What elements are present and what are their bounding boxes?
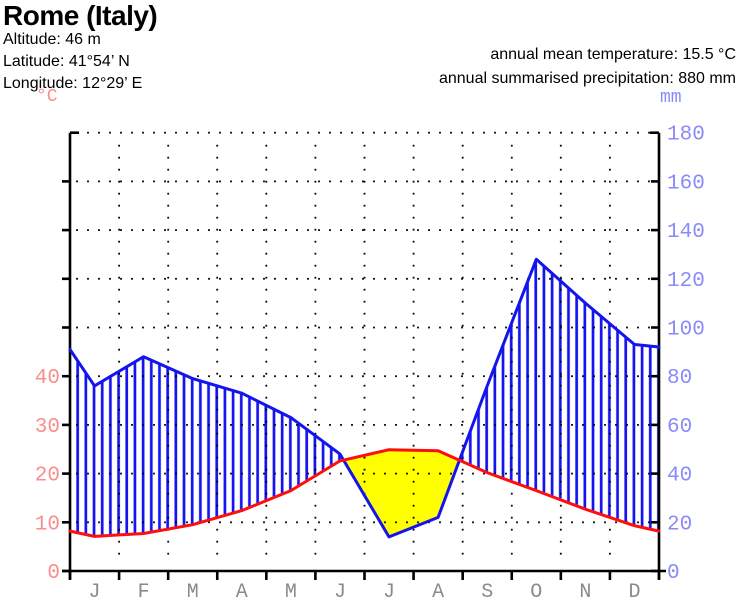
longitude-label: Longitude: 12°29’ E bbox=[3, 75, 143, 92]
right-tick-label: 0 bbox=[667, 562, 680, 585]
month-label: M bbox=[187, 581, 199, 600]
left-tick-label: 40 bbox=[35, 367, 60, 390]
right-tick-label: 180 bbox=[667, 124, 705, 147]
latitude-label: Latitude: 41°54’ N bbox=[3, 53, 130, 70]
grid-dots bbox=[76, 131, 650, 555]
left-tick-label: 10 bbox=[35, 513, 60, 536]
left-tick-label: 30 bbox=[35, 416, 60, 439]
left-tick-label: 0 bbox=[47, 562, 60, 585]
right-axis-tick-labels: 0 20 40 60 80 100 120 140 160 180 bbox=[667, 124, 705, 585]
right-tick-label: 20 bbox=[667, 513, 692, 536]
annual-precipitation-label: annual summarised precipitation: 880 mm bbox=[438, 70, 736, 87]
right-axis-unit-label: mm bbox=[660, 88, 682, 108]
right-tick-label: 160 bbox=[667, 172, 705, 195]
month-label: A bbox=[432, 581, 444, 600]
month-label: J bbox=[383, 581, 395, 600]
right-tick-label: 140 bbox=[667, 221, 705, 244]
month-label: S bbox=[481, 581, 493, 600]
annual-mean-temperature-label: annual mean temperature: 15.5 °C bbox=[490, 46, 736, 63]
humid-period-area bbox=[459, 259, 659, 532]
altitude-label: Altitude: 46 m bbox=[3, 31, 101, 48]
left-axis-tick-labels: 0 10 20 30 40 bbox=[35, 367, 60, 585]
arid-period-area bbox=[343, 449, 460, 537]
left-tick-label: 20 bbox=[35, 465, 60, 488]
month-label: A bbox=[236, 581, 248, 600]
precipitation-curve bbox=[68, 257, 661, 539]
month-label: M bbox=[285, 581, 297, 600]
page-title: Rome (Italy) bbox=[3, 0, 158, 31]
month-label: O bbox=[530, 581, 542, 600]
month-label: J bbox=[89, 581, 101, 600]
axes bbox=[62, 131, 666, 580]
month-label: N bbox=[579, 581, 591, 600]
month-label: D bbox=[628, 581, 640, 600]
left-axis-unit-label: °C bbox=[36, 87, 58, 107]
period-areas bbox=[70, 259, 659, 537]
annual-summary: annual mean temperature: 15.5 °C annual … bbox=[439, 43, 736, 91]
right-tick-label: 120 bbox=[667, 270, 705, 293]
humid-period-area bbox=[70, 349, 344, 537]
right-tick-label: 60 bbox=[667, 416, 692, 439]
month-label: F bbox=[138, 581, 150, 600]
right-tick-label: 40 bbox=[667, 465, 692, 488]
right-tick-label: 80 bbox=[667, 367, 692, 390]
temperature-curve bbox=[68, 448, 661, 538]
right-tick-label: 100 bbox=[667, 319, 705, 342]
month-label: J bbox=[334, 581, 346, 600]
